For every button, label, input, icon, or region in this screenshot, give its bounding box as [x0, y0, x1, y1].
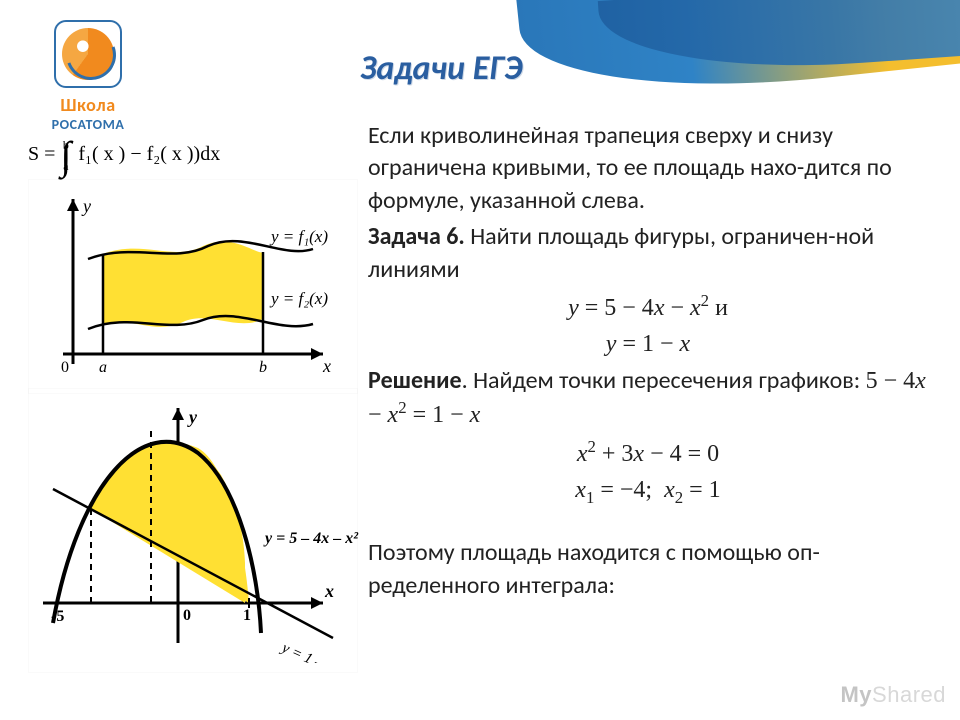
para-conclusion: Поэтому площадь находится с помощью оп-р… [368, 537, 928, 602]
para-intro: Если криволинейная трапеция сверху и сни… [368, 120, 928, 217]
svg-text:a: a [99, 359, 107, 376]
logo-icon [54, 20, 122, 88]
diagram-parabola: y x -5 0 1 y = 5 – 4x – x² y = 1 – x [28, 388, 358, 673]
svg-text:x: x [322, 356, 331, 376]
svg-text:y = f₁(x): y = f₁(x) [269, 227, 328, 246]
eqn-5: x1 = −4; x2 = 1 [368, 474, 928, 509]
formula-limits: b ∫ a [60, 140, 71, 171]
svg-text:-5: -5 [51, 608, 64, 625]
integral-formula: S = b ∫ a f₁( x ) − f₂( x ))dx [28, 140, 358, 171]
logo-line1: Школа [28, 94, 148, 116]
right-column: Если криволинейная трапеция сверху и сни… [368, 120, 928, 606]
svg-text:y = f₂(x): y = f₂(x) [269, 289, 328, 308]
svg-text:y: y [187, 407, 198, 427]
svg-text:0: 0 [183, 607, 191, 624]
left-column: S = b ∫ a f₁( x ) − f₂( x ))dx y x 0 a b… [28, 140, 358, 673]
eqn-2: y = 1 − x [368, 328, 928, 360]
page-title: Задачи ЕГЭ [360, 48, 522, 89]
eqn-4: x2 + 3x − 4 = 0 [368, 436, 928, 470]
svg-text:y: y [81, 196, 91, 216]
svg-text:x: x [324, 581, 334, 601]
svg-text:0: 0 [61, 359, 69, 376]
watermark-left: My [840, 682, 872, 707]
logo-line2: РОСАТОМА [28, 116, 148, 133]
logo: Школа РОСАТОМА [28, 20, 148, 133]
svg-text:y = 5 – 4x – x²: y = 5 – 4x – x² [263, 530, 359, 547]
svg-text:y = 1 – x: y = 1 – x [278, 639, 335, 663]
watermark: MyShared [840, 682, 946, 708]
formula-lhs: S = [28, 143, 55, 165]
svg-text:b: b [259, 359, 267, 376]
solution-label: Решение [368, 366, 462, 395]
eqn-1: y = 5 − 4x − x2 и [368, 290, 928, 324]
para-solution: Решение. Найдем точки пересечения график… [368, 365, 928, 432]
formula-integrand: f₁( x ) − f₂( x ))dx [78, 143, 220, 165]
svg-text:1: 1 [243, 607, 251, 624]
para-task: Задача 6. Найти площадь фигуры, ограниче… [368, 221, 928, 286]
diagram-trapezoid: y x 0 a b y = f₁(x) y = f₂(x) [28, 179, 358, 394]
task-label: Задача 6. [368, 222, 465, 251]
watermark-right: Shared [872, 682, 946, 707]
